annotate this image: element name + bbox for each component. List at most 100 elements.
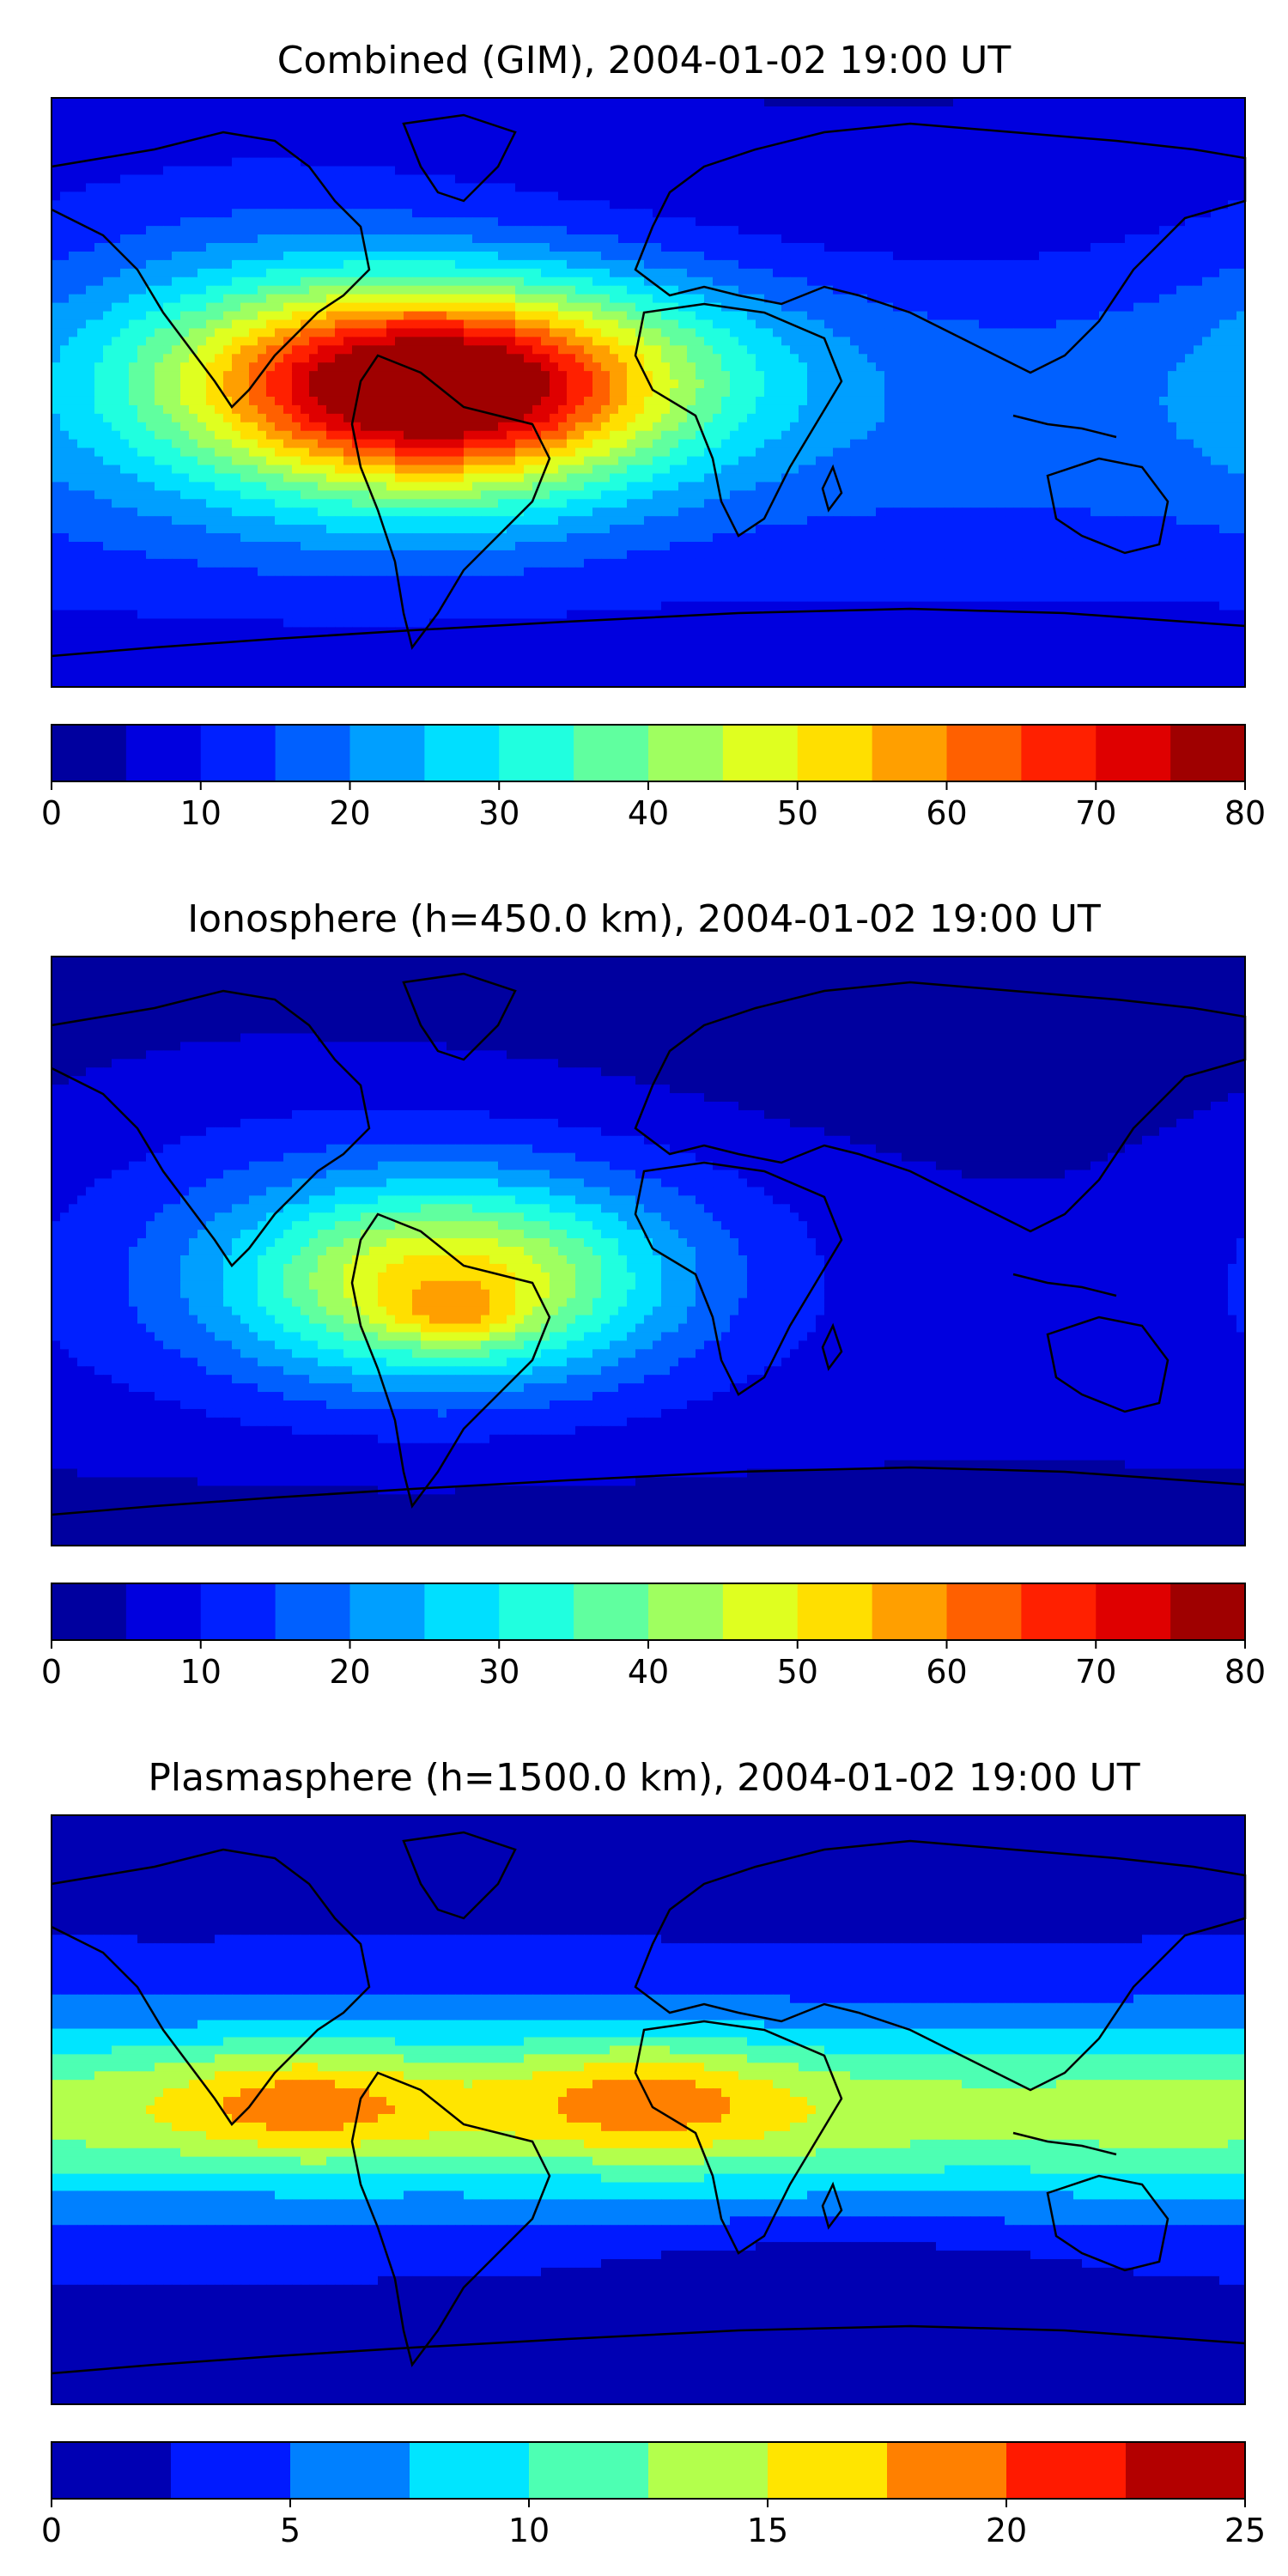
tec-cell (730, 362, 739, 372)
tec-cell (60, 149, 70, 159)
tec-cell (1219, 380, 1229, 389)
tec-cell (455, 157, 465, 167)
tec-cell (404, 174, 413, 185)
tec-cell (386, 191, 396, 201)
tec-cell (464, 251, 473, 261)
tec-cell (189, 328, 198, 337)
tec-cell (910, 285, 920, 295)
tec-cell (807, 157, 817, 167)
tec-cell (292, 354, 301, 363)
tec-cell (1065, 209, 1074, 218)
tec-cell (1228, 259, 1237, 270)
tec-cell (172, 380, 181, 389)
tec-cell (962, 106, 971, 116)
tec-cell (1005, 371, 1014, 380)
tec-cell (86, 209, 95, 218)
tec-cell (378, 285, 387, 295)
tec-cell (1133, 276, 1143, 287)
tec-cell (137, 174, 147, 185)
tec-cell (850, 337, 860, 346)
tec-cell (112, 337, 121, 346)
tec-cell (532, 396, 542, 406)
tec-cell (893, 362, 902, 372)
tec-cell (249, 285, 258, 295)
tec-cell (232, 114, 241, 125)
tec-cell (77, 114, 87, 125)
tec-cell (232, 354, 241, 363)
tec-cell (498, 106, 507, 116)
tec-cell (489, 268, 499, 278)
tec-cell (850, 166, 860, 176)
tec-cell (859, 226, 868, 235)
tec-cell (1073, 106, 1083, 116)
tec-cell (1151, 234, 1160, 244)
tec-cell (841, 396, 851, 406)
tec-cell (197, 380, 207, 389)
tec-cell (77, 396, 87, 406)
tec-cell (292, 259, 301, 270)
tec-cell (738, 388, 748, 398)
tec-cell (1133, 98, 1143, 107)
tec-cell (369, 243, 379, 252)
tec-cell (1108, 380, 1117, 389)
tec-cell (833, 234, 842, 244)
tec-cell (1116, 114, 1126, 125)
tec-cell (489, 106, 499, 116)
tec-cell (301, 149, 310, 159)
tec-cell (52, 268, 61, 278)
tec-cell (1125, 243, 1134, 252)
tec-cell (1185, 106, 1194, 116)
tec-cell (799, 191, 808, 201)
tec-cell (197, 362, 207, 372)
tec-cell (481, 149, 490, 159)
tec-cell (884, 345, 894, 355)
tec-cell (1065, 114, 1074, 125)
tec-cell (232, 226, 241, 235)
tec-cell (661, 251, 671, 261)
tec-cell (764, 251, 774, 261)
tec-cell (550, 166, 559, 176)
tec-cell (206, 285, 216, 295)
tec-cell (661, 285, 671, 295)
tec-cell (1151, 328, 1160, 337)
tec-cell (412, 251, 422, 261)
tec-cell (644, 149, 653, 159)
tec-cell (94, 114, 104, 125)
tec-cell (309, 345, 319, 355)
tec-cell (670, 285, 679, 295)
tec-cell (936, 166, 945, 176)
tec-cell (867, 140, 877, 150)
tec-cell (309, 354, 319, 363)
tec-cell (850, 328, 860, 337)
tec-cell (962, 268, 971, 278)
tec-cell (773, 319, 782, 330)
tec-cell (86, 157, 95, 167)
tec-cell (670, 226, 679, 235)
tec-cell (60, 345, 70, 355)
tec-cell (610, 209, 619, 218)
tec-cell (773, 149, 782, 159)
tec-cell (86, 319, 95, 330)
tec-cell (283, 371, 293, 380)
tec-cell (979, 140, 988, 150)
tec-cell (395, 226, 404, 235)
tec-cell (592, 311, 602, 321)
tec-cell (893, 285, 902, 295)
tec-cell (1005, 354, 1014, 363)
tec-cell (309, 396, 319, 406)
tec-cell (738, 362, 748, 372)
tec-cell (318, 106, 327, 116)
tec-cell (326, 114, 336, 125)
tec-cell (876, 98, 885, 107)
tec-cell (1005, 106, 1014, 116)
tec-cell (936, 319, 945, 330)
tec-cell (172, 251, 181, 261)
tec-cell (60, 328, 70, 337)
tec-cell (343, 217, 353, 227)
tec-cell (1048, 354, 1057, 363)
tec-cell (773, 183, 782, 192)
tec-cell (146, 276, 155, 287)
tec-cell (146, 114, 155, 125)
tec-cell (1202, 337, 1212, 346)
